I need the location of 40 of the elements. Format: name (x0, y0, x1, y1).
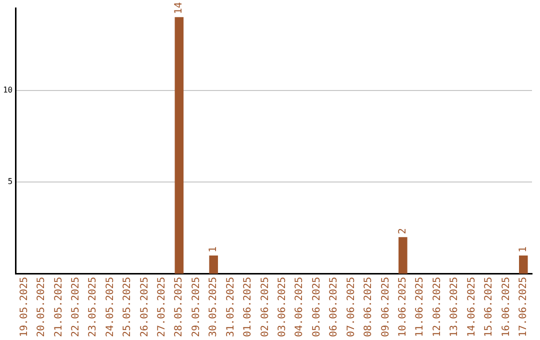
x-tick-label: 21.05.2025 (53, 276, 64, 338)
x-tick-label: 19.05.2025 (18, 276, 30, 338)
bar (519, 255, 528, 274)
x-tick-label: 28.05.2025 (174, 276, 185, 338)
x-tick-label: 02.06.2025 (260, 276, 271, 338)
x-tick-label: 15.06.2025 (484, 276, 495, 338)
y-tick-label: 10 (2, 86, 13, 95)
bar (398, 237, 408, 274)
x-tick-label: 09.06.2025 (380, 276, 392, 338)
data-label: 2 (398, 228, 408, 234)
y-tick-label: 5 (8, 177, 13, 186)
x-tick-label: 06.06.2025 (328, 276, 340, 338)
x-tick-label: 11.06.2025 (414, 276, 426, 338)
x-tick-label: 22.05.2025 (70, 276, 82, 338)
x-tick-label: 03.06.2025 (277, 276, 288, 338)
x-tick-label: 08.06.2025 (363, 276, 374, 338)
x-tick-label: 16.06.2025 (500, 276, 512, 338)
x-tick-label: 24.05.2025 (104, 276, 116, 338)
x-tick-label: 01.06.2025 (242, 276, 254, 338)
x-tick-label: 31.05.2025 (225, 276, 236, 338)
x-tick-label: 20.05.2025 (36, 276, 48, 338)
x-tick-label: 14.06.2025 (466, 276, 478, 338)
x-tick-label: 10.06.2025 (398, 276, 408, 338)
data-label: 1 (518, 246, 529, 252)
bar (174, 17, 184, 274)
x-tick-label: 07.06.2025 (346, 276, 357, 338)
x-tick-label: 17.06.2025 (518, 276, 529, 338)
x-tick-label: 26.05.2025 (139, 276, 150, 338)
x-tick-label: 25.05.2025 (122, 276, 134, 338)
data-label: 14 (174, 2, 185, 14)
x-tick-label: 13.06.2025 (449, 276, 460, 338)
bar (209, 255, 218, 274)
x-tick-label: 04.06.2025 (294, 276, 306, 338)
x-tick-label: 30.05.2025 (208, 276, 220, 338)
x-tick-label: 23.05.2025 (88, 276, 99, 338)
x-tick-label: 05.06.2025 (311, 276, 322, 338)
x-tick-label: 12.06.2025 (432, 276, 443, 338)
x-tick-label: 27.05.2025 (156, 276, 168, 338)
x-tick-label: 29.05.2025 (190, 276, 202, 338)
data-label: 1 (208, 246, 220, 252)
